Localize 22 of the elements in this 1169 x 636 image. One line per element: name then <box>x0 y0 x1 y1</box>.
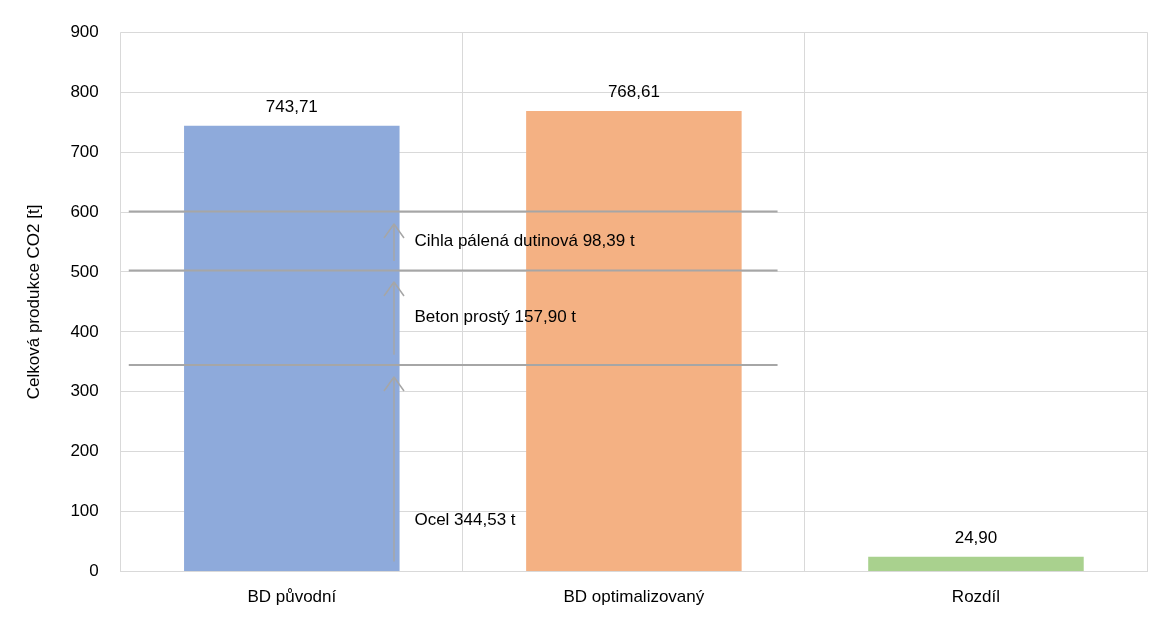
y-tick-label: 400 <box>70 321 99 341</box>
y-tick-label: 800 <box>70 81 99 101</box>
annotation: Ocel 344,53 t <box>414 509 516 529</box>
y-tick-label: 200 <box>70 441 99 461</box>
x-tick-label: BD původní <box>247 587 337 607</box>
data-label: 24,90 <box>954 527 998 547</box>
y-tick-label: 100 <box>70 501 99 521</box>
y-tick-label: 900 <box>70 21 99 41</box>
data-label: 768,61 <box>607 82 660 102</box>
y-tick-label: 600 <box>70 201 99 221</box>
y-axis-title: Celková produkce CO2 [t] <box>23 204 43 400</box>
bar <box>184 125 400 572</box>
y-tick-label: 700 <box>70 141 99 161</box>
y-tick-label: 0 <box>89 561 99 581</box>
bar <box>868 556 1084 572</box>
data-label: 743,71 <box>265 97 318 117</box>
y-tick-label: 300 <box>70 381 99 401</box>
annotation: Beton prostý 157,90 t <box>414 307 577 327</box>
annotation: Cihla pálená dutinová 98,39 t <box>414 230 635 250</box>
y-tick-label: 500 <box>70 261 99 281</box>
x-tick-label: Rozdíl <box>951 587 1001 607</box>
x-tick-label: BD optimalizovaný <box>563 587 705 607</box>
